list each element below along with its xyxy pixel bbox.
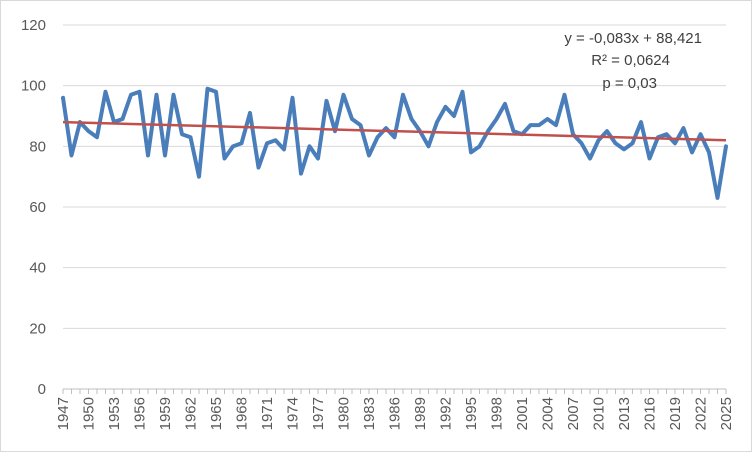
y-tick-label: 0 [38, 381, 46, 398]
x-tick-label: 1992 [438, 397, 455, 430]
x-tick-label: 1959 [157, 397, 174, 430]
r-squared-label: R² = 0,0624 [591, 52, 670, 69]
x-tick-label: 1962 [183, 397, 200, 430]
x-tick-label: 1989 [412, 397, 429, 430]
x-tick-label: 1965 [208, 397, 225, 430]
x-tick-label: 1977 [310, 397, 327, 430]
x-tick-label: 1968 [234, 397, 251, 430]
series-layer [61, 86, 728, 200]
x-tick-label: 2016 [642, 397, 659, 430]
x-tick-label: 1980 [336, 397, 353, 430]
y-tick-label: 80 [29, 138, 46, 155]
regression-annotations: y = -0,083x + 88,421 R² = 0,0624 p = 0,0… [564, 30, 702, 92]
y-tick-label: 40 [29, 260, 46, 277]
x-tick-label: 2007 [565, 397, 582, 430]
x-tick-label: 2025 [718, 397, 735, 430]
x-axis-tick-labels: 1947 1950 1953 1956 1959 1962 1965 1968 1971 1974… [55, 397, 735, 430]
y-tick-label: 60 [29, 199, 46, 216]
x-tick-label: 2022 [693, 397, 710, 430]
x-tick-label: 1995 [463, 397, 480, 430]
x-tick-label: 1953 [106, 397, 123, 430]
x-tick-label: 2013 [616, 397, 633, 430]
trendline-layer [62, 120, 727, 142]
p-value-label: p = 0,03 [602, 75, 657, 92]
x-tick-label: 2004 [540, 397, 557, 430]
linear-trendline [62, 120, 727, 142]
x-tick-label: 1974 [285, 397, 302, 430]
equation-label: y = -0,083x + 88,421 [564, 30, 702, 47]
x-tick-label: 1986 [387, 397, 404, 430]
x-tick-label: 1950 [81, 397, 98, 430]
x-tick-label: 2010 [591, 397, 608, 430]
y-axis-tick-labels: 0 20 40 60 80 100 120 [21, 17, 46, 398]
y-tick-label: 20 [29, 320, 46, 337]
x-tick-label: 1983 [361, 397, 378, 430]
gridlines [62, 24, 727, 394]
x-tick-label: 2001 [514, 397, 531, 430]
series-line-0 [61, 86, 728, 200]
x-tick-label: 2019 [667, 397, 684, 430]
y-tick-label: 120 [21, 17, 46, 34]
x-tick-label: 1971 [259, 397, 276, 430]
x-tick-label: 1947 [55, 397, 72, 430]
x-tick-label: 1998 [489, 397, 506, 430]
x-tick-label: 1956 [132, 397, 149, 430]
y-tick-label: 100 [21, 78, 46, 95]
